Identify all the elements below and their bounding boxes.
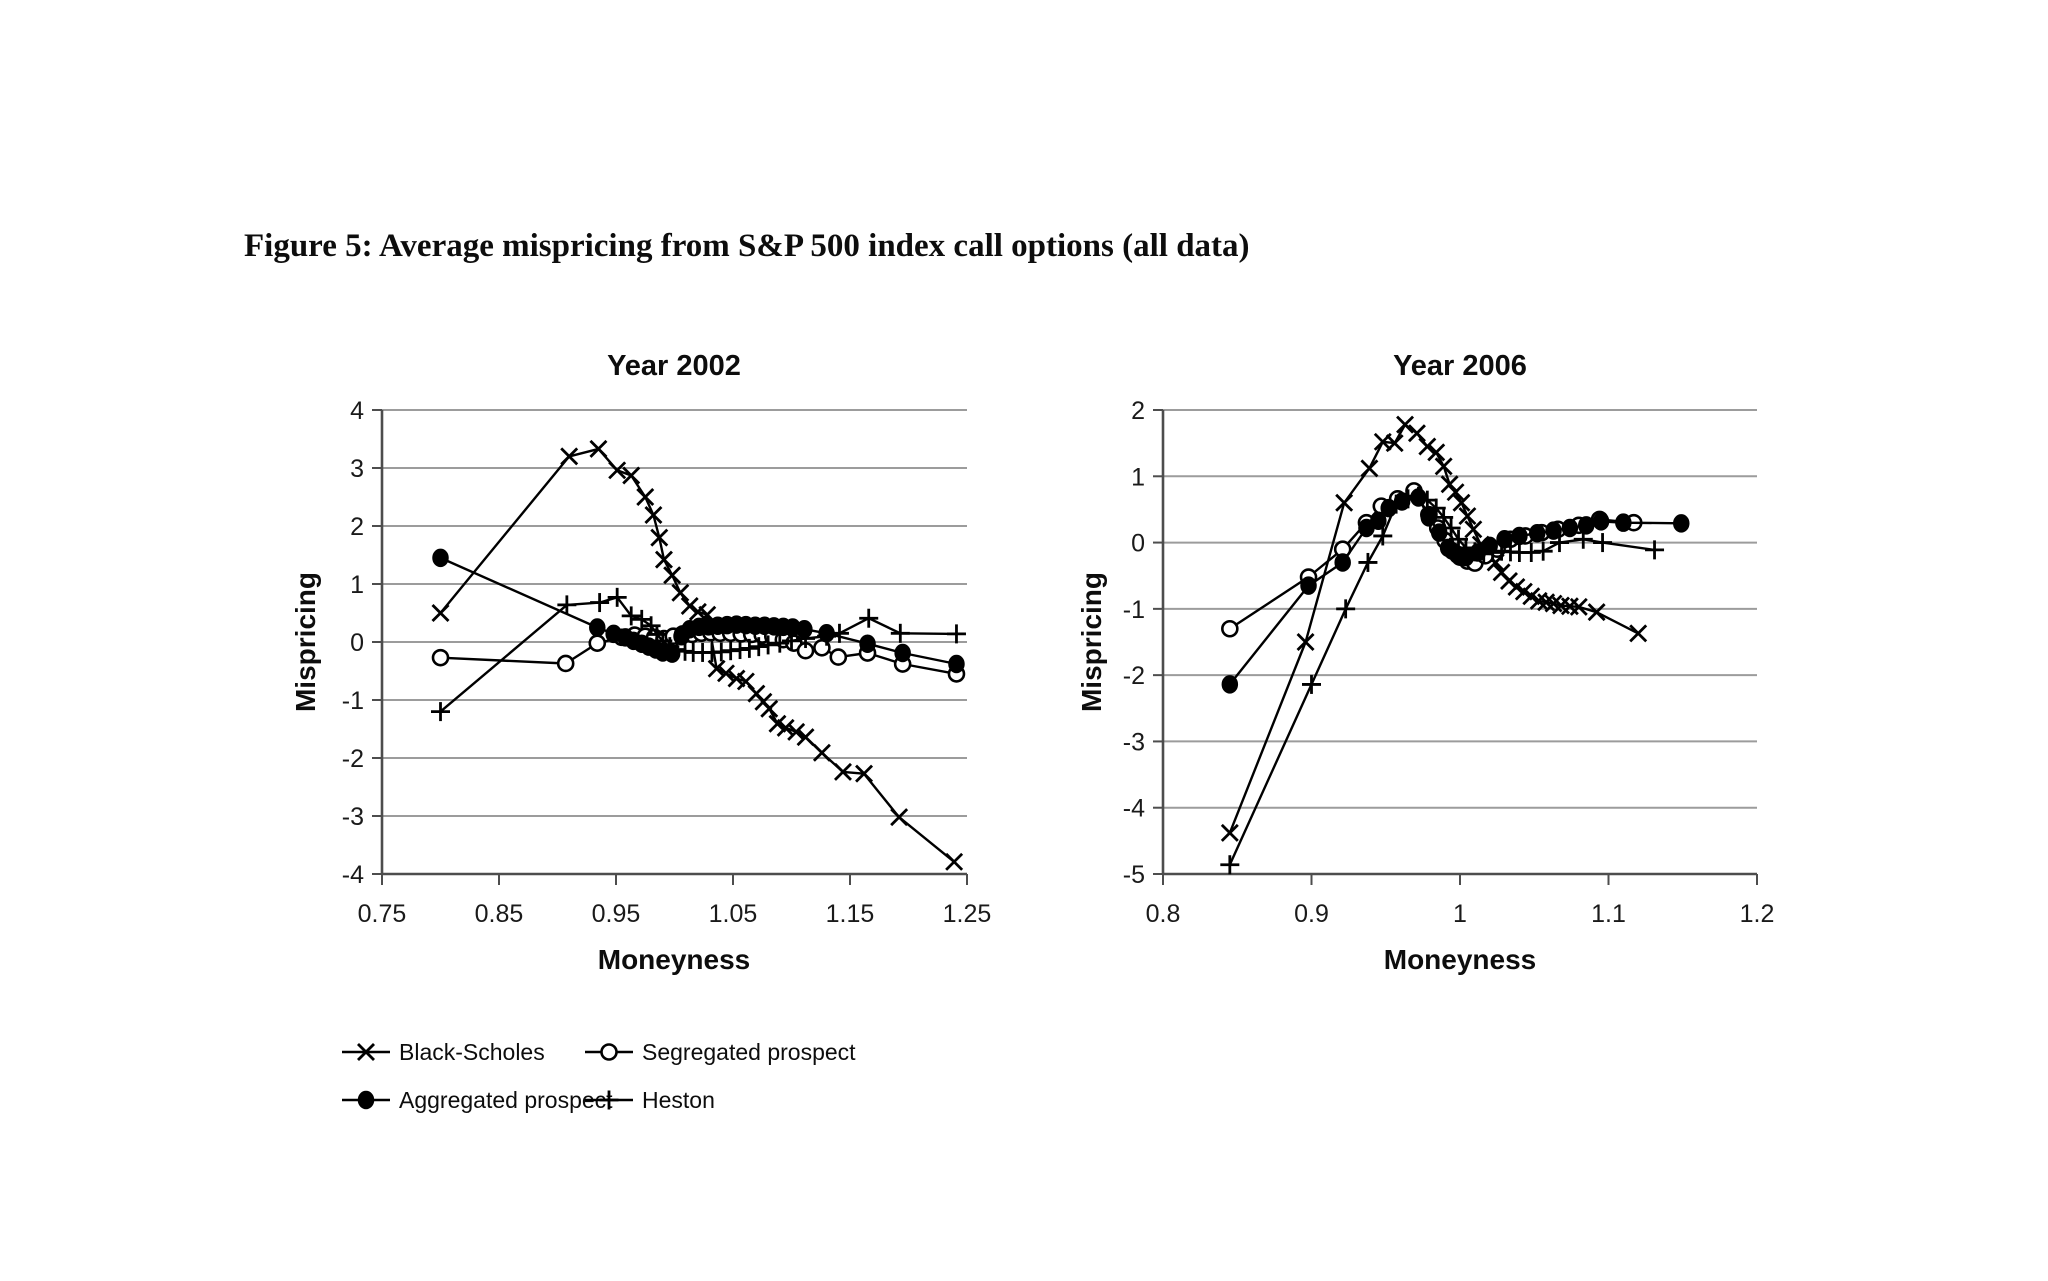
series-black-scholes-year-2006 <box>1220 415 1648 842</box>
legend-label: Heston <box>642 1086 715 1113</box>
figure-title: Figure 5: Average mispricing from S&P 50… <box>244 228 1250 264</box>
chart-2002-y-axis-label: Mispricing <box>290 572 321 713</box>
x-tick-label: 0.9 <box>1294 900 1329 928</box>
x-tick-label: 0.85 <box>475 900 524 928</box>
chart-2002-x-axis-label: Moneyness <box>597 944 751 975</box>
x-tick-label: 1.05 <box>709 900 758 928</box>
chart-2006-title: Year 2006 <box>1393 350 1527 382</box>
y-tick-label: -4 <box>342 861 364 889</box>
x-tick-label: 1.15 <box>826 900 875 928</box>
y-tick-label: 3 <box>350 455 364 483</box>
x-tick-label: 1.25 <box>943 900 992 928</box>
open-circle-marker-icon <box>585 1043 633 1061</box>
plus-marker-icon <box>585 1090 633 1110</box>
y-tick-label: 0 <box>1131 530 1145 558</box>
y-tick-label: -1 <box>342 687 364 715</box>
series-black-scholes-year-2002 <box>431 439 964 871</box>
chart-2002-title: Year 2002 <box>607 350 741 382</box>
series-heston-year-2006 <box>1220 486 1665 875</box>
series-heston-year-2002 <box>431 587 966 722</box>
y-tick-label: 1 <box>1131 463 1145 491</box>
y-tick-label: -1 <box>1123 596 1145 624</box>
y-tick-label: -3 <box>342 803 364 831</box>
legend-label: Black-Scholes <box>399 1038 545 1065</box>
series-aggregated-prospect-year-2006 <box>1221 488 1690 694</box>
legend-item-aggregated-prospect: Aggregated prospect <box>342 1084 613 1116</box>
chart-2006-x-axis-label: Moneyness <box>1383 944 1537 975</box>
y-tick-label: 0 <box>350 629 364 657</box>
y-tick-label: -4 <box>1123 795 1145 823</box>
x-tick-label: 0.8 <box>1146 900 1181 928</box>
chart-2006-y-axis-label: Mispricing <box>1076 572 1107 713</box>
legend-item-heston: Heston <box>585 1084 715 1116</box>
legend-label: Segregated prospect <box>642 1038 856 1065</box>
y-tick-label: 2 <box>1131 397 1145 425</box>
x-tick-label: 1 <box>1453 900 1467 928</box>
chart-year-2002: 4 3 2 1 0 -1 -2 -3 -4 0.75 0.85 0.95 1.05 1.15 1.25 <box>342 397 992 928</box>
x-tick-label: 1.2 <box>1740 900 1775 928</box>
x-marker-icon <box>342 1043 390 1061</box>
y-tick-label: -3 <box>1123 728 1145 756</box>
y-tick-label: -5 <box>1123 861 1145 889</box>
x-tick-label: 1.1 <box>1591 900 1626 928</box>
x-tick-label: 0.75 <box>358 900 407 928</box>
legend-item-segregated-prospect: Segregated prospect <box>585 1036 856 1068</box>
y-tick-label: 4 <box>350 397 364 425</box>
y-tick-label: 1 <box>350 571 364 599</box>
legend-item-black-scholes: Black-Scholes <box>342 1036 545 1068</box>
y-tick-label: -2 <box>342 745 364 773</box>
legend-label: Aggregated prospect <box>399 1086 613 1113</box>
x-tick-label: 0.95 <box>592 900 641 928</box>
filled-circle-marker-icon <box>342 1090 390 1110</box>
y-tick-label: 2 <box>350 513 364 541</box>
chart-year-2006: 2 1 0 -1 -2 -3 -4 -50.8 0.9 1 1.1 1.2 <box>1123 397 1775 928</box>
y-tick-label: -2 <box>1123 662 1145 690</box>
